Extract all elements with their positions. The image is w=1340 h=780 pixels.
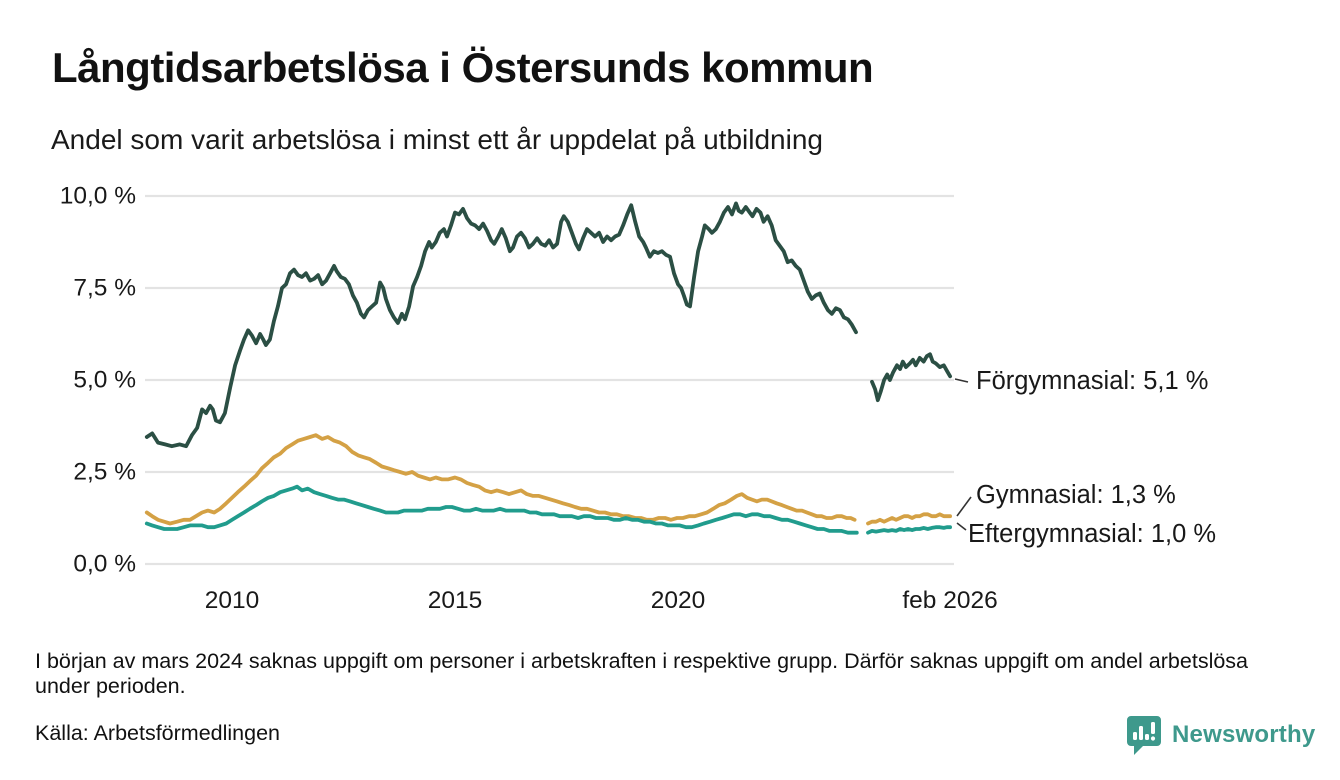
series-line-eftergymnasial — [866, 525, 952, 535]
y-tick-label: 10,0 % — [60, 183, 136, 210]
series-line-gymnasial — [866, 512, 952, 526]
series-line-eftergymnasial — [144, 484, 859, 535]
y-tick-label: 7,5 % — [73, 275, 136, 302]
y-tick-label: 2,5 % — [73, 459, 136, 486]
bar-chart-speech-bubble-icon — [1127, 716, 1161, 755]
series-end-label-gymnasial: Gymnasial: 1,3 % — [976, 481, 1176, 509]
chart-footnote: I början av mars 2024 saknas uppgift om … — [35, 649, 1249, 698]
x-tick-label: feb 2026 — [902, 587, 997, 614]
x-tick-label: 2015 — [428, 587, 483, 614]
x-tick-label: 2020 — [651, 587, 706, 614]
newsworthy-branding: Newsworthy — [1125, 714, 1315, 756]
chart-source: Källa: Arbetsförmedlingen — [35, 721, 281, 745]
chart-subtitle: Andel som varit arbetslösa i minst ett å… — [51, 124, 823, 155]
y-tick-label: 0,0 % — [73, 551, 136, 578]
label-connector-förgymnasial — [954, 378, 969, 383]
series-end-label-eftergymnasial: Eftergymnasial: 1,0 % — [968, 520, 1216, 548]
series-line-gymnasial — [144, 433, 857, 526]
label-connector-gymnasial — [956, 496, 972, 517]
y-tick-label: 5,0 % — [73, 367, 136, 394]
x-tick-label: 2010 — [205, 587, 260, 614]
series-end-label-förgymnasial: Förgymnasial: 5,1 % — [976, 367, 1208, 395]
newsworthy-wordmark: Newsworthy — [1172, 721, 1316, 748]
chart-title: Långtidsarbetslösa i Östersunds kommun — [52, 44, 874, 91]
series-line-förgymnasial — [870, 352, 952, 403]
series-line-förgymnasial — [144, 201, 858, 449]
label-connector-eftergymnasial — [956, 522, 967, 531]
